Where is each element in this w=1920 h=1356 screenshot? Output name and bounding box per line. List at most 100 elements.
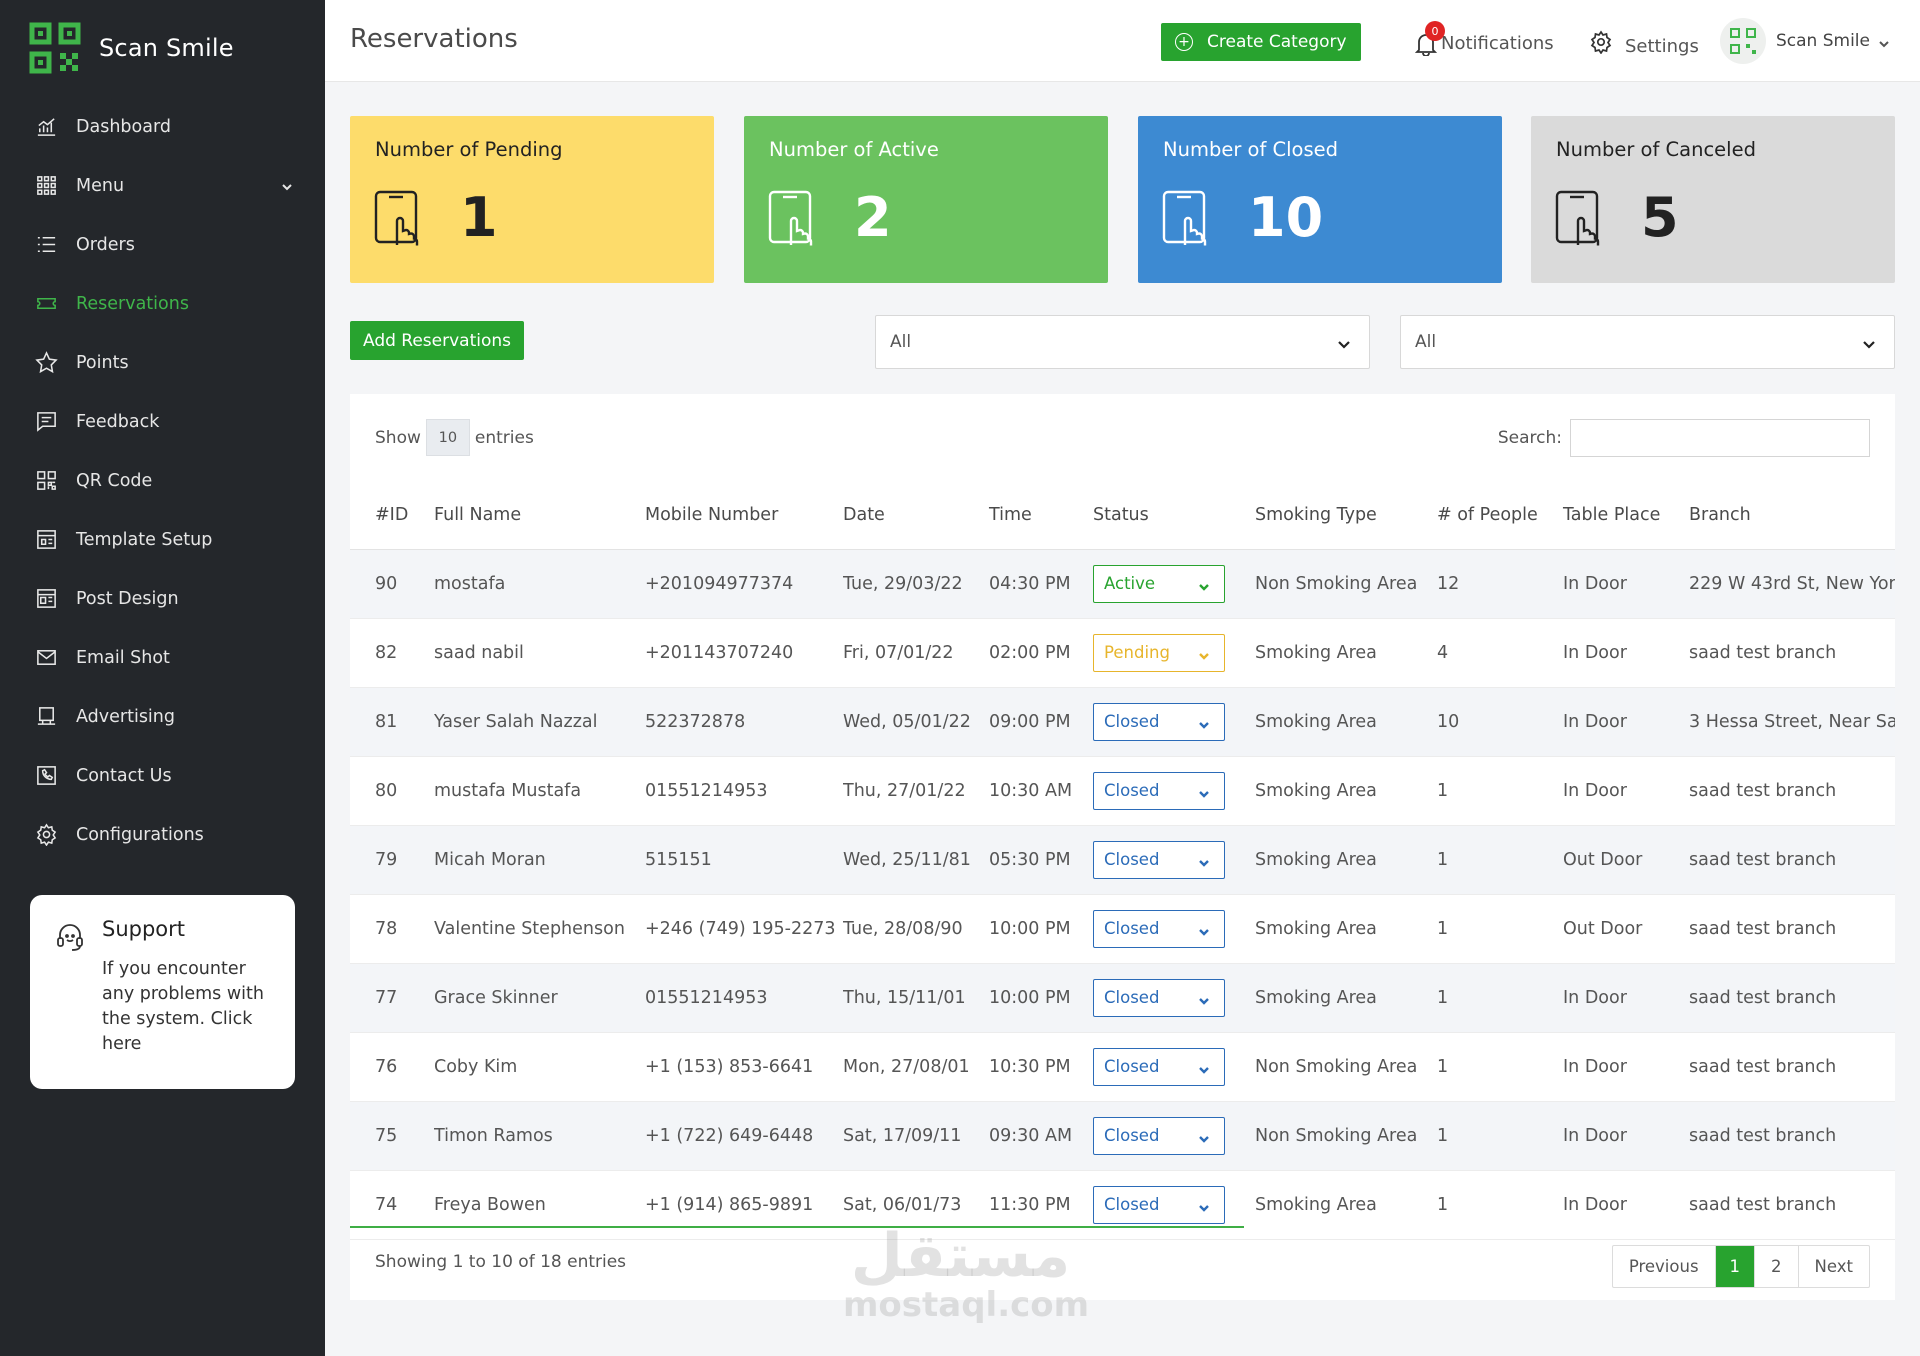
avatar <box>1720 18 1766 64</box>
sidebar-item-post-design[interactable]: Post Design <box>0 569 325 628</box>
column-header[interactable]: Mobile Number <box>645 481 843 550</box>
column-header[interactable]: # of People <box>1437 481 1563 550</box>
column-header[interactable]: Date <box>843 481 989 550</box>
chevron-down-icon <box>1198 992 1210 1005</box>
table-row: 78 Valentine Stephenson +246 (749) 195-2… <box>350 894 1895 964</box>
sidebar-item-dashboard[interactable]: Dashboard <box>0 97 325 156</box>
template-icon <box>34 528 58 552</box>
status-select[interactable]: Active <box>1093 564 1225 603</box>
status-select[interactable]: Closed <box>1093 978 1225 1017</box>
chevron-down-icon <box>1878 35 1890 48</box>
tablet-touch-icon <box>767 189 819 249</box>
column-header[interactable]: Status <box>1093 481 1255 550</box>
cell-name: Coby Kim <box>434 1032 645 1102</box>
cell-name: Timon Ramos <box>434 1101 645 1171</box>
cell-id: 81 <box>350 687 434 757</box>
pagination-page-2[interactable]: 2 <box>1755 1246 1799 1287</box>
cell-name: Micah Moran <box>434 825 645 895</box>
status-value: Closed <box>1104 1057 1160 1076</box>
sidebar-item-orders[interactable]: Orders <box>0 215 325 274</box>
support-title: Support <box>102 917 186 941</box>
cell-date: Wed, 05/01/22 <box>843 687 989 757</box>
brand[interactable]: Scan Smile <box>29 21 234 75</box>
cell-date: Tue, 29/03/22 <box>843 549 989 619</box>
cell-people: 1 <box>1437 894 1563 964</box>
stat-card-active: Number of Active 2 <box>744 116 1108 283</box>
sidebar-item-advertising[interactable]: Advertising <box>0 687 325 746</box>
cell-name: Freya Bowen <box>434 1170 645 1240</box>
table-scroll-indicator[interactable] <box>350 1226 1244 1228</box>
cell-name: Yaser Salah Nazzal <box>434 687 645 757</box>
search-input[interactable] <box>1570 419 1870 457</box>
sidebar-item-qr-code[interactable]: QR Code <box>0 451 325 510</box>
filter-select-1[interactable]: All <box>875 315 1370 369</box>
chevron-down-icon <box>1198 854 1210 867</box>
cell-place: In Door <box>1563 1101 1689 1171</box>
chevron-down-icon <box>1198 785 1210 798</box>
sidebar-item-contact-us[interactable]: Contact Us <box>0 746 325 805</box>
sidebar-item-email-shot[interactable]: Email Shot <box>0 628 325 687</box>
filter-select-2[interactable]: All <box>1400 315 1895 369</box>
pagination-page-1[interactable]: 1 <box>1715 1246 1756 1287</box>
settings-button[interactable]: Settings <box>1589 30 1699 58</box>
status-select[interactable]: Pending <box>1093 633 1225 672</box>
sidebar-item-label: Advertising <box>76 706 175 727</box>
sidebar-item-label: Contact Us <box>76 765 172 786</box>
user-menu[interactable]: Scan Smile <box>1720 18 1890 64</box>
support-card[interactable]: Support If you encounter any problems wi… <box>30 895 295 1089</box>
create-category-button[interactable]: + Create Category <box>1161 23 1361 61</box>
chevron-down-icon <box>1862 336 1876 350</box>
status-select[interactable]: Closed <box>1093 909 1225 948</box>
table-row: 79 Micah Moran 515151 Wed, 25/11/81 05:3… <box>350 825 1895 895</box>
sidebar-item-reservations[interactable]: Reservations <box>0 274 325 333</box>
support-text[interactable]: If you encounter any problems with the s… <box>102 959 264 1054</box>
add-reservations-button[interactable]: Add Reservations <box>350 321 524 360</box>
cell-date: Sat, 17/09/11 <box>843 1101 989 1171</box>
watermark-arabic: مستقل <box>850 1221 1071 1291</box>
cell-smoking: Smoking Area <box>1255 687 1437 757</box>
status-select[interactable]: Closed <box>1093 771 1225 810</box>
cell-status: Closed <box>1093 687 1255 757</box>
page-length-select[interactable]: 10 <box>425 419 470 456</box>
chevron-down-icon <box>1198 647 1210 660</box>
column-header[interactable]: Time <box>989 481 1093 550</box>
column-header[interactable]: Table Place <box>1563 481 1689 550</box>
sidebar-item-configurations[interactable]: Configurations <box>0 805 325 864</box>
reservations-table: #ID Full Name Mobile Number Date Time St… <box>350 481 1895 1240</box>
cell-place: In Door <box>1563 963 1689 1033</box>
column-header[interactable]: Full Name <box>434 481 645 550</box>
cell-id: 78 <box>350 894 434 964</box>
cell-place: In Door <box>1563 1032 1689 1102</box>
pagination-previous[interactable]: Previous <box>1613 1246 1716 1287</box>
column-header[interactable]: Branch <box>1689 481 1895 550</box>
table-row: 81 Yaser Salah Nazzal 522372878 Wed, 05/… <box>350 687 1895 757</box>
sidebar-item-points[interactable]: Points <box>0 333 325 392</box>
status-value: Closed <box>1104 919 1160 938</box>
table-header-row: #ID Full Name Mobile Number Date Time St… <box>350 481 1895 550</box>
show-label: Show <box>375 427 421 448</box>
sidebar-item-template-setup[interactable]: Template Setup <box>0 510 325 569</box>
sidebar-item-label: Points <box>76 352 129 373</box>
status-select[interactable]: Closed <box>1093 702 1225 741</box>
status-select[interactable]: Closed <box>1093 1047 1225 1086</box>
chevron-down-icon[interactable] <box>281 178 293 191</box>
stat-card-canceled: Number of Canceled 5 <box>1531 116 1895 283</box>
watermark-latin: mostaql.com <box>843 1285 1090 1325</box>
status-select[interactable]: Closed <box>1093 840 1225 879</box>
table-row: 90 mostafa +201094977374 Tue, 29/03/22 0… <box>350 549 1895 619</box>
column-header[interactable]: #ID <box>350 481 434 550</box>
pagination-next[interactable]: Next <box>1814 1257 1853 1276</box>
cell-mobile: +201094977374 <box>645 549 843 619</box>
status-select[interactable]: Closed <box>1093 1185 1225 1224</box>
cell-status: Closed <box>1093 756 1255 826</box>
sidebar-item-menu[interactable]: Menu <box>0 156 325 215</box>
notifications-badge: 0 <box>1425 21 1445 41</box>
notifications-button[interactable]: 0 Notifications <box>1414 21 1554 57</box>
column-header[interactable]: Smoking Type <box>1255 481 1437 550</box>
message-icon <box>34 410 58 434</box>
sidebar-item-feedback[interactable]: Feedback <box>0 392 325 451</box>
status-select[interactable]: Closed <box>1093 1116 1225 1155</box>
cell-branch: saad test branch <box>1689 825 1895 895</box>
cell-name: Grace Skinner <box>434 963 645 1033</box>
cell-branch: saad test branch <box>1689 1032 1895 1102</box>
